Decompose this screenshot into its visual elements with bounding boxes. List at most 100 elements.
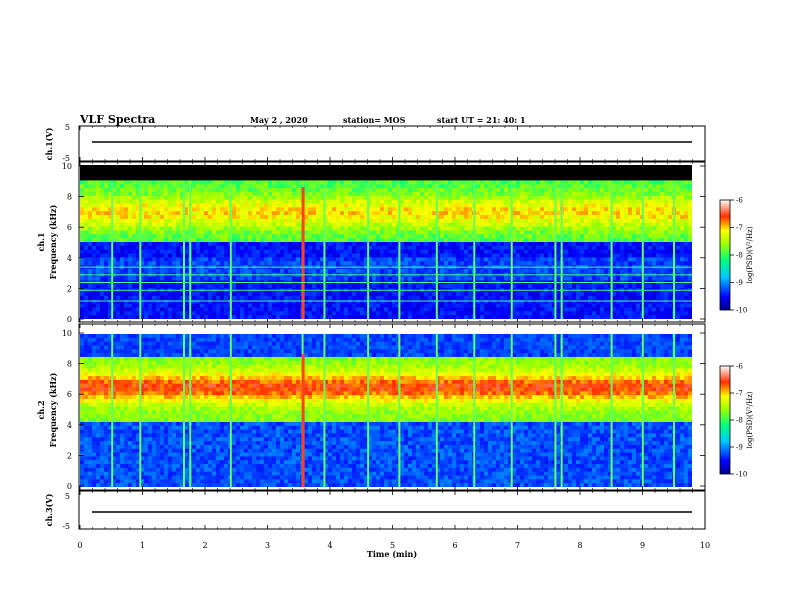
- spectrogram-cell: [88, 218, 93, 224]
- spectrogram-cell: [548, 276, 553, 281]
- spectrogram-cell: [528, 238, 533, 243]
- spectrogram-cell: [544, 211, 549, 216]
- spectrogram-cell: [104, 245, 109, 251]
- spectrogram-cell: [460, 226, 465, 231]
- spectrogram-cell: [336, 303, 341, 308]
- spectrogram-cell: [324, 172, 329, 177]
- spectrogram-cell: [320, 207, 325, 212]
- spectrogram-cell: [236, 249, 241, 254]
- spectrogram-cell: [88, 180, 93, 185]
- spectrogram-cell: [84, 242, 89, 247]
- spectrogram-cell: [412, 218, 417, 224]
- spectrogram-cell: [424, 172, 429, 177]
- spectrogram-cell: [144, 184, 149, 189]
- spectrogram-cell: [316, 284, 321, 289]
- spectrogram-cell: [372, 307, 377, 312]
- spectrogram-cell: [188, 176, 193, 181]
- spectrogram-cell: [204, 315, 209, 319]
- spectrogram-cell: [160, 226, 165, 231]
- spectrogram-cell: [376, 222, 381, 227]
- spectrogram-cell: [84, 176, 89, 181]
- spectrogram-cell: [236, 184, 241, 189]
- spectrogram-cell: [92, 276, 97, 281]
- spectrogram-cell: [160, 207, 165, 212]
- spectrogram-cell: [332, 165, 337, 170]
- spectrogram-cell: [464, 276, 469, 281]
- spectrogram-cell: [524, 211, 529, 216]
- spectrogram-cell: [520, 234, 525, 239]
- spectrogram-cell: [524, 218, 529, 224]
- spectrogram-cell: [396, 261, 401, 266]
- spectrogram-cell: [276, 207, 281, 212]
- spectrogram-cell: [412, 172, 417, 177]
- spectrogram-cell: [316, 226, 321, 231]
- ch1-ytick-bottom: -5: [62, 154, 70, 163]
- spectrogram-cell: [308, 165, 313, 170]
- spectrogram-cell: [536, 253, 541, 258]
- spectrogram-cell: [384, 261, 389, 266]
- spectrogram-cell: [452, 242, 457, 247]
- spectrogram-cell: [468, 268, 473, 274]
- spectrogram-cell: [184, 199, 189, 204]
- spectrogram-cell: [264, 249, 269, 254]
- spectrogram-cell: [96, 176, 101, 181]
- spectrogram-cell: [340, 292, 345, 297]
- spectrogram-cell: [476, 195, 481, 201]
- spectrogram-cell: [492, 188, 497, 193]
- spectrogram-cell: [232, 303, 237, 308]
- spectrogram-cell: [348, 218, 353, 224]
- spectrogram-cell: [212, 238, 217, 243]
- spectrogram-cell: [376, 218, 381, 224]
- spectrogram-cell: [280, 315, 285, 319]
- spectrogram-cell: [524, 303, 529, 308]
- spectrogram-cell: [172, 180, 177, 185]
- spectrogram-cell: [128, 203, 133, 208]
- spectrogram-cell: [504, 253, 509, 258]
- spectrogram-cell: [496, 253, 501, 258]
- spectrogram-cell: [112, 215, 117, 220]
- spectrogram-cell: [564, 276, 569, 281]
- spectrogram-cell: [244, 242, 249, 247]
- spectrogram-cell: [360, 292, 365, 297]
- spectrogram-cell: [308, 180, 313, 185]
- spectrogram-cell: [136, 268, 141, 274]
- spectrogram-cell: [576, 261, 581, 266]
- spectrogram-cell: [428, 184, 433, 189]
- spectrogram-cell: [288, 218, 293, 224]
- spectrogram-cell: [444, 238, 449, 243]
- spectrogram-cell: [500, 257, 505, 262]
- spectrogram-cell: [400, 207, 405, 212]
- spectrogram-cell: [388, 184, 393, 189]
- spectrogram-cell: [324, 199, 329, 204]
- spectrogram-cell: [200, 176, 205, 181]
- spectrogram-cell: [548, 249, 553, 254]
- spectrogram-cell: [108, 238, 113, 243]
- spectrogram-cell: [92, 230, 97, 235]
- spectrogram-cell: [232, 195, 237, 201]
- spectrogram-cell: [172, 215, 177, 220]
- spectrogram-cell: [384, 215, 389, 220]
- spectrogram-cell: [124, 172, 129, 177]
- spectrogram-cell: [396, 199, 401, 204]
- spectrogram-cell: [212, 172, 217, 177]
- spectrogram-cell: [488, 307, 493, 312]
- spectrogram-cell: [424, 218, 429, 224]
- spectrogram-cell: [120, 307, 125, 312]
- spectrogram-cell: [184, 165, 189, 170]
- spectrogram-cell: [528, 176, 533, 181]
- spectrogram-cell: [108, 311, 113, 316]
- spectrogram-cell: [556, 207, 561, 212]
- spectrogram-cell: [368, 234, 373, 239]
- spectrogram-cell: [236, 238, 241, 243]
- spectrogram-cell: [212, 180, 217, 185]
- spectrogram-cell: [288, 168, 293, 174]
- spectrogram-cell: [384, 268, 389, 274]
- spectrogram-cell: [308, 211, 313, 216]
- spectrogram-cell: [352, 176, 357, 181]
- spectrogram-cell: [220, 165, 225, 170]
- spectrogram-cell: [272, 195, 277, 201]
- spectrogram-cell: [456, 172, 461, 177]
- spectrogram-cell: [116, 211, 121, 216]
- spectrogram-cell: [84, 191, 89, 197]
- spectrogram-cell: [484, 245, 489, 251]
